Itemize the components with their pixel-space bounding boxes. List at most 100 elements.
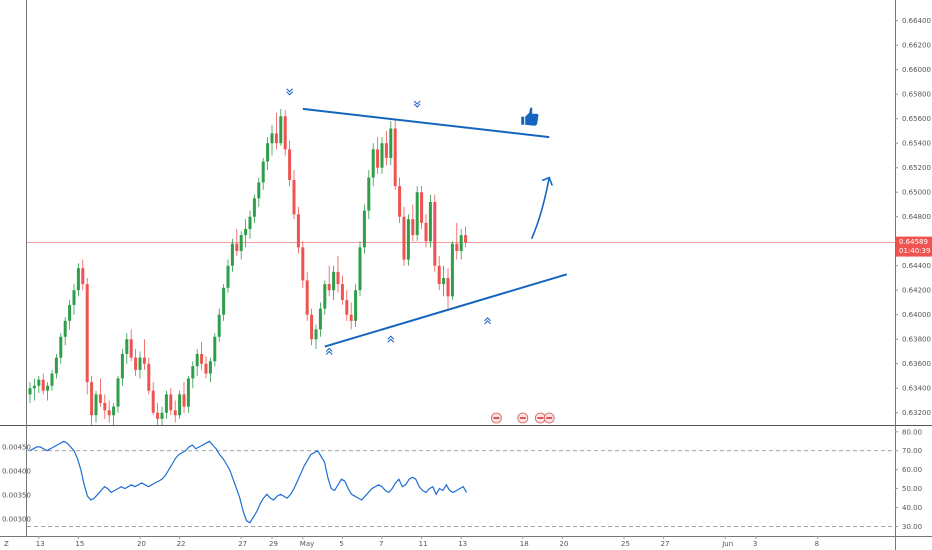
time-tick-label: 11 [419,540,428,548]
price-tick-label: 0.64400 [902,262,931,270]
price-tick-label: 0.66200 [902,42,931,50]
candle-body [464,235,468,243]
candle-body [142,357,146,364]
price-tick-label: 0.65000 [902,189,931,197]
time-tick-label: 3 [753,540,757,548]
price-tick-label: 0.66000 [902,66,931,74]
time-tick-label: 27 [661,540,670,548]
osc-tick-label: 80.00 [902,428,922,436]
price-tick-label: 0.64800 [902,213,931,221]
candle-body [402,216,406,260]
flag-stripe [493,417,500,419]
candle-body [437,265,441,285]
upper-trendline [302,107,550,139]
price-axis[interactable]: 0.66400 0.66200 0.66000 0.65800 0.65600 0.654… [895,17,932,417]
candle-body [107,410,111,416]
chevron-up-icon [484,317,491,325]
candle-body [455,243,459,252]
flag-stripe [537,417,544,419]
time-tick-label: May [300,540,314,548]
candle-body [336,271,340,285]
candle-body [59,336,63,358]
time-axis-z-label: Z [4,540,9,548]
candle-body [116,378,120,407]
time-axis[interactable]: 13 15 20 22 27 29 May 5 7 11 13 18 20 25 27 Jun 3 8 Z [4,536,819,548]
candle-body [235,243,239,252]
thumb-cuff [521,116,525,125]
candle-body [332,271,336,291]
candle-body [310,314,314,340]
candle-body [50,373,54,386]
candle-body [226,265,230,288]
candle-body [81,268,85,285]
candle-body [213,336,217,362]
candle-body [46,385,50,391]
candle-body [279,116,283,144]
candle-body [323,284,327,309]
price-tick-label: 0.63600 [902,360,931,368]
time-tick-label: 8 [815,540,819,548]
candle-body [292,179,296,215]
candle-body [204,363,208,374]
candle-body [68,304,72,321]
candle-body [257,182,261,199]
candle-body [305,280,309,315]
candle-body [345,300,349,315]
candle-body [371,149,375,178]
candle-body [354,290,358,321]
lower-trendline [324,273,568,348]
candle-body [406,219,410,260]
time-tick-label: Jun [721,540,733,548]
candle-body [28,388,32,395]
osc-left-label: 0.00400 [2,468,31,476]
candle-body [288,149,292,180]
candle-body [200,353,204,364]
candle-body [459,235,463,252]
candle-body [182,394,186,407]
arrow-line [530,177,550,240]
candle-body [98,394,102,403]
chevron-down-icon [286,88,293,96]
price-tick-label: 0.65600 [902,115,931,123]
price-tick-label: 0.64200 [902,287,931,295]
candle-body [428,202,432,242]
osc-tick-label: 30.00 [902,523,922,531]
price-tick-label: 0.65200 [902,164,931,172]
time-tick-label: 29 [269,540,278,548]
candle-body [85,284,89,383]
candle-body [446,277,450,297]
candle-body [301,247,305,281]
time-tick-label: 13 [36,540,45,548]
candle-body [63,320,67,337]
oscillator-line [29,440,468,524]
drawing-tools[interactable] [286,88,568,424]
chevron-up-icon [325,347,333,355]
candle-body [384,143,388,158]
candle-body [367,177,371,211]
thumb-hand [525,107,539,126]
candle-body [164,394,168,413]
candle-body [244,228,248,236]
last-price-tag [896,236,932,257]
chevron-up-icon [387,335,395,343]
time-tick-label: 5 [339,540,343,548]
candle-body [186,378,190,407]
oscillator-axis[interactable]: 80.00 70.00 60.00 50.00 40.00 30.00 0.00450 0.0… [2,428,922,531]
oscillator-pane[interactable] [27,440,895,527]
price-tick-label: 0.65800 [902,91,931,99]
candle-body [358,247,362,291]
candle-body [415,192,419,236]
osc-left-label: 0.00300 [2,516,31,524]
candle-body [41,379,45,391]
candle-body [217,314,221,337]
event-flag-icon [490,412,502,424]
candle-body [411,219,415,236]
event-flag-icon [543,412,555,424]
flag-stripe [519,417,526,419]
countdown-value: 01:40:39 [899,247,930,255]
time-tick-label: 27 [238,540,247,548]
osc-left-label: 0.00450 [2,444,31,452]
candle-body [138,357,142,370]
